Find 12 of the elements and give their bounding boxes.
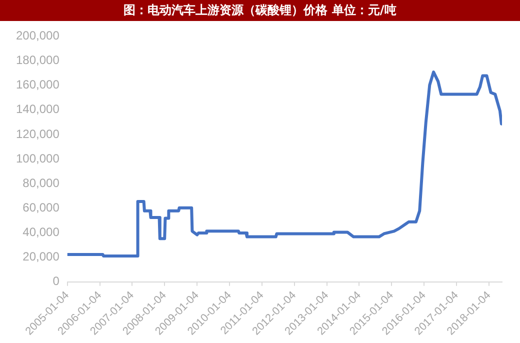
y-tick-label: 160,000	[16, 78, 60, 92]
y-tick-label: 40,000	[22, 225, 60, 240]
y-tick-label: 80,000	[22, 176, 60, 190]
y-tick-label: 100,000	[16, 151, 60, 166]
y-tick-label: 120,000	[16, 126, 60, 141]
y-tick-label: 140,000	[16, 102, 60, 116]
y-tick-label: 20,000	[22, 250, 60, 264]
y-tick-label: 200,000	[16, 28, 60, 43]
y-tick-label: 0	[52, 274, 60, 288]
chart-title: 图：电动汽车上游资源（碳酸锂）价格 单位：元/吨	[0, 0, 520, 21]
y-tick-label: 180,000	[16, 53, 60, 68]
y-tick-label: 60,000	[22, 200, 60, 214]
